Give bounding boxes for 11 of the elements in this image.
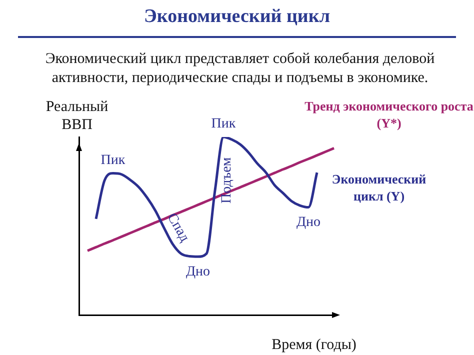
chart-title: Экономический цикл — [143, 6, 331, 28]
y-axis-title: Реальный ВВП — [46, 98, 108, 133]
annotation: Дно — [186, 264, 210, 280]
text: Тренд экономического роста (Y*) — [304, 98, 474, 130]
x-axis-title: Время (годы) — [272, 336, 356, 353]
annotation: Дно — [296, 214, 321, 230]
chart-subtitle: Экономический цикл представляет собой колебания деловой активности, периодические спады и подъемы в экономике. — [44, 50, 436, 88]
text: Пик — [211, 116, 236, 132]
annotation: Подъем — [220, 157, 235, 204]
annotation: Пик — [100, 152, 126, 168]
series-label: Экономический цикл (Y) — [332, 171, 427, 204]
